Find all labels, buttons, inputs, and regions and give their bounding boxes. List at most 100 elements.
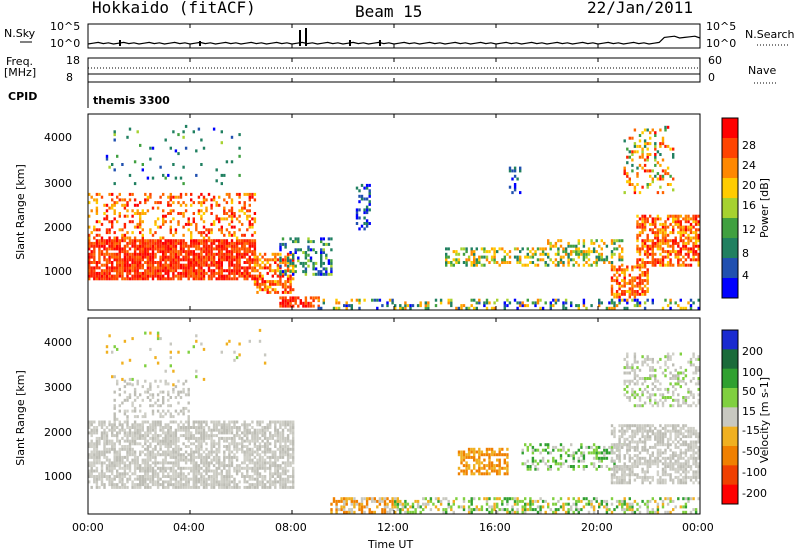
pw-a-173 [123, 261, 127, 264]
pw-a-248 [139, 266, 142, 270]
vl-b-46 [139, 393, 142, 397]
pw-a-373 [162, 247, 165, 251]
pw-h-35 [567, 263, 570, 267]
pw-j-284 [694, 250, 698, 254]
vl-f-43 [549, 451, 552, 455]
pw-n-15 [519, 166, 522, 170]
vl-d-255 [626, 505, 629, 509]
vl-b-42 [136, 382, 139, 386]
vl-e-87 [490, 447, 494, 451]
pw-g-1 [445, 261, 448, 264]
pw-c-79 [276, 290, 280, 294]
pw-e-7 [284, 304, 287, 308]
pw-j-87 [654, 252, 657, 256]
vl-d-73 [462, 505, 466, 509]
pw-h-115 [610, 250, 614, 254]
pw-b-219 [200, 214, 203, 218]
vl-a-99 [100, 420, 104, 424]
pw-a-586 [205, 261, 208, 264]
vl-a-971 [225, 428, 229, 432]
vl-e-99 [498, 469, 501, 473]
vl-a-333 [136, 455, 139, 459]
vl-a-1251 [269, 477, 272, 481]
vl-f-82 [580, 459, 583, 463]
pw-a-504 [190, 274, 193, 278]
vl-a-1391 [286, 439, 290, 443]
vl-a-140 [108, 461, 111, 465]
vl-a-603 [174, 461, 178, 465]
pw-a-332 [154, 255, 157, 259]
pw-a-674 [223, 258, 226, 262]
pw-h-21 [557, 239, 560, 243]
pw-i-22 [618, 295, 621, 299]
pw-g-52 [480, 247, 484, 251]
pw-i-37 [623, 290, 626, 293]
pw-c-118 [286, 269, 290, 273]
vl-a-913 [218, 450, 221, 454]
pw-i-54 [628, 279, 631, 283]
pw-a-200 [128, 255, 132, 259]
vl-b-83 [162, 398, 165, 402]
vl-b-65 [151, 404, 155, 408]
vl-a-296 [131, 447, 134, 451]
pw-c-119 [286, 266, 290, 270]
vl-c-83 [386, 502, 389, 506]
pw-c-24 [258, 274, 262, 278]
vl-a-1271 [271, 475, 274, 478]
vl-a-1405 [289, 442, 292, 446]
pw-a-264 [141, 258, 144, 262]
vl-a-1301 [274, 423, 277, 427]
pw-a-385 [164, 250, 167, 254]
pw-a-256 [139, 244, 142, 248]
pw-g-43 [475, 263, 478, 267]
pw-a-708 [230, 263, 234, 267]
pw-i-62 [631, 276, 634, 280]
pw-h-16 [557, 263, 560, 267]
pw-e-24 [297, 304, 300, 308]
vl-a-810 [202, 431, 206, 435]
vl-a-925 [220, 480, 223, 484]
vl-b-73 [156, 393, 160, 397]
pw-j-107 [656, 217, 660, 221]
pw-a-247 [139, 271, 142, 275]
vl-d-62 [447, 502, 450, 506]
pw-a-246 [139, 274, 142, 278]
pw-a-569 [200, 241, 203, 245]
pw-a-510 [190, 258, 193, 262]
vl-a-290 [131, 480, 134, 484]
pw-a-12 [88, 241, 91, 245]
vl-a-1033 [235, 466, 239, 470]
pw-a-97 [108, 269, 111, 273]
pw-j-41 [643, 244, 647, 248]
vl-a-150 [111, 483, 114, 487]
pw-a-115 [111, 247, 114, 251]
vl-b-95 [169, 415, 172, 419]
vl-g-36 [615, 443, 619, 447]
vl-d-132 [513, 499, 517, 503]
vl-a-212 [118, 453, 121, 457]
pw-a-522 [192, 261, 195, 264]
pw-h-125 [618, 255, 621, 259]
pw-b-221 [200, 203, 203, 207]
pw-h-66 [582, 255, 586, 259]
vl-e-120 [506, 455, 509, 459]
vl-f-26 [539, 459, 542, 463]
pw-e-45 [317, 296, 320, 300]
pw-a-371 [162, 252, 165, 256]
pw-k-10 [626, 147, 629, 151]
pw-a-208 [131, 266, 134, 270]
vl-a-851 [210, 475, 213, 478]
vl-f-109 [595, 451, 598, 455]
vl-b-50 [144, 415, 147, 419]
vl-a-440 [151, 455, 155, 459]
pw-f-129 [570, 304, 573, 308]
pw-a-758 [241, 271, 244, 275]
vl-a-659 [182, 455, 185, 459]
vl-a-345 [139, 475, 142, 478]
pw-a-399 [167, 247, 170, 251]
pw-a-226 [133, 252, 137, 256]
pw-k-50 [643, 169, 647, 173]
pw-a-108 [111, 274, 114, 278]
vl-a-1357 [281, 423, 285, 427]
vl-f-138 [613, 462, 616, 466]
